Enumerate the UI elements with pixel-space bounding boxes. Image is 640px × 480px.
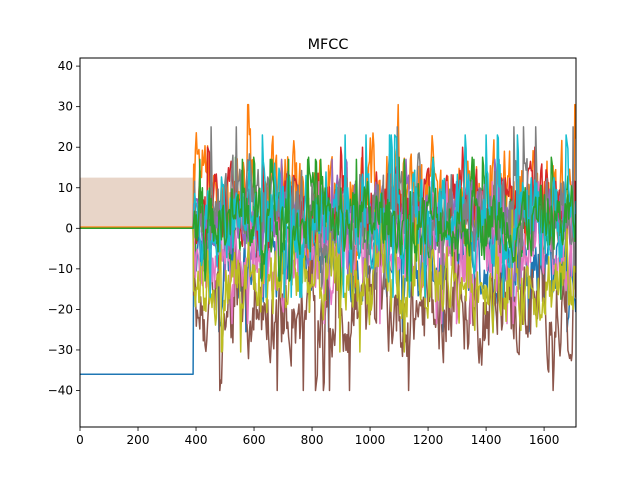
y-tick-label: −10 bbox=[48, 262, 73, 276]
x-tick-label: 0 bbox=[76, 433, 84, 447]
y-tick-label: 40 bbox=[58, 59, 73, 73]
x-tick-label: 600 bbox=[243, 433, 266, 447]
y-axis: −40 −30 −20 −10 0 10 20 30 40 bbox=[48, 59, 80, 398]
x-tick-label: 1400 bbox=[471, 433, 502, 447]
x-tick-label: 800 bbox=[301, 433, 324, 447]
y-tick-label: 20 bbox=[58, 140, 73, 154]
x-tick-label: 1000 bbox=[355, 433, 386, 447]
y-tick-label: −30 bbox=[48, 343, 73, 357]
x-tick-label: 200 bbox=[127, 433, 150, 447]
x-tick-label: 1600 bbox=[529, 433, 560, 447]
x-tick-label: 1200 bbox=[413, 433, 444, 447]
y-tick-label: −20 bbox=[48, 302, 73, 316]
y-tick-label: −40 bbox=[48, 384, 73, 398]
silence-band bbox=[80, 177, 194, 228]
x-tick-label: 400 bbox=[185, 433, 208, 447]
plot-frame bbox=[79, 57, 577, 428]
series-line-11 bbox=[80, 158, 576, 282]
chart-title: MFCC bbox=[308, 37, 349, 53]
series-layer bbox=[80, 103, 576, 392]
x-axis: 0 200 400 600 800 1000 1200 1400 1600 bbox=[76, 427, 559, 447]
y-tick-label: 30 bbox=[58, 100, 73, 114]
y-tick-label: 10 bbox=[58, 181, 73, 195]
y-tick-label: 0 bbox=[65, 221, 73, 235]
